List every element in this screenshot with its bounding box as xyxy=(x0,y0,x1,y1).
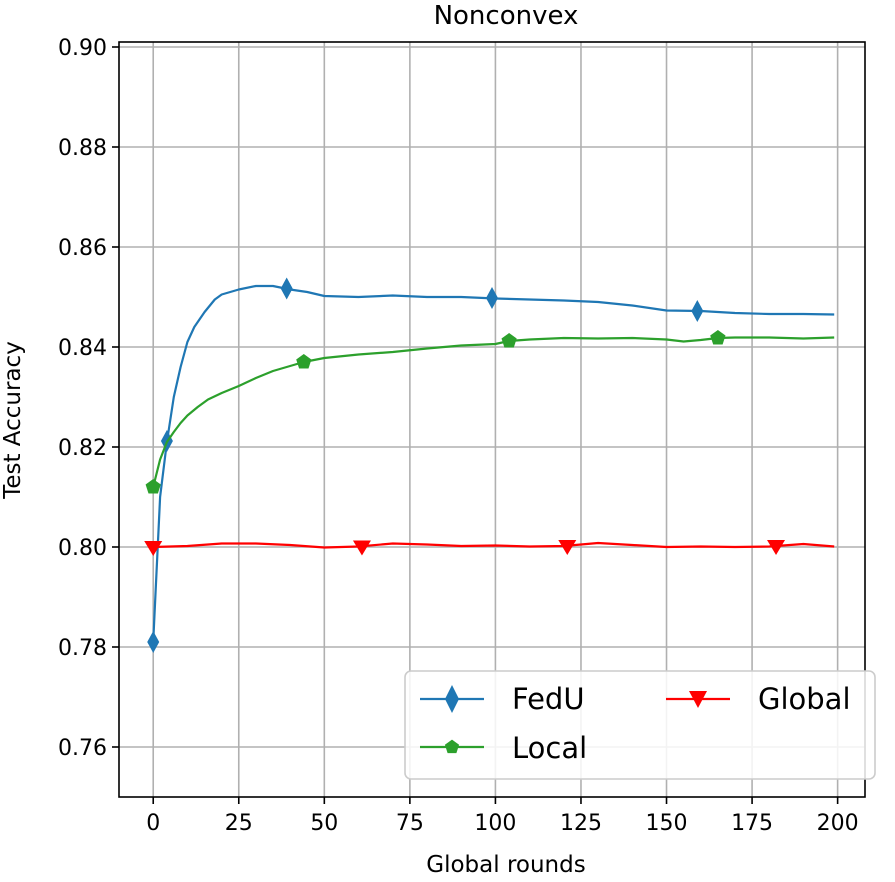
y-tick-label: 0.80 xyxy=(58,536,107,561)
legend-box xyxy=(404,670,876,780)
x-tick-label: 125 xyxy=(560,811,602,836)
ticks: 0 25 50 75 100 125 150 175 200 0.76 0.78 0.80 0.82 0.… xyxy=(58,36,859,836)
x-tick-label: 50 xyxy=(310,811,338,836)
series-line-global xyxy=(153,541,835,549)
y-tick-label: 0.82 xyxy=(58,436,107,461)
x-axis-label: Global rounds xyxy=(426,852,585,878)
series-line-fedu xyxy=(152,284,835,643)
x-tick-label: 75 xyxy=(396,811,424,836)
y-axis-label: Test Accuracy xyxy=(0,341,26,500)
data-point-global xyxy=(144,541,163,556)
data-point-global xyxy=(558,540,577,555)
data-point-local xyxy=(710,330,726,345)
grid xyxy=(119,42,865,797)
y-tick-label: 0.88 xyxy=(58,136,107,161)
legend: FedU Local Global xyxy=(404,670,876,780)
data-point-global xyxy=(767,540,786,555)
legend-label-global: Global xyxy=(758,682,851,716)
data-point-fedu xyxy=(486,287,498,309)
y-tick-label: 0.76 xyxy=(58,736,107,761)
data-point-global xyxy=(352,540,371,556)
x-tick-label: 100 xyxy=(474,811,516,836)
x-tick-label: 0 xyxy=(146,811,160,836)
data-point-local xyxy=(501,333,517,348)
x-tick-label: 175 xyxy=(731,811,773,836)
legend-marker-fedu xyxy=(445,685,459,713)
x-tick-label: 200 xyxy=(817,811,859,836)
data-point-local xyxy=(145,479,161,494)
data-point-local xyxy=(296,354,312,369)
x-tick-label: 150 xyxy=(646,811,688,836)
x-tick-label: 25 xyxy=(225,811,253,836)
series-layer xyxy=(144,277,835,653)
data-point-fedu xyxy=(280,277,293,300)
legend-label-local: Local xyxy=(512,731,587,765)
data-point-fedu xyxy=(691,300,704,322)
chart-title: Nonconvex xyxy=(434,1,579,31)
y-tick-label: 0.86 xyxy=(58,236,107,261)
legend-label-fedu: FedU xyxy=(512,682,585,716)
legend-marker-local xyxy=(444,739,460,754)
y-tick-label: 0.84 xyxy=(58,336,107,361)
y-tick-label: 0.78 xyxy=(58,636,107,661)
series-line-local xyxy=(152,336,835,488)
legend-marker-global xyxy=(689,691,707,708)
y-tick-label: 0.90 xyxy=(58,36,107,61)
data-point-fedu xyxy=(147,631,160,653)
plot-frame xyxy=(118,41,866,798)
